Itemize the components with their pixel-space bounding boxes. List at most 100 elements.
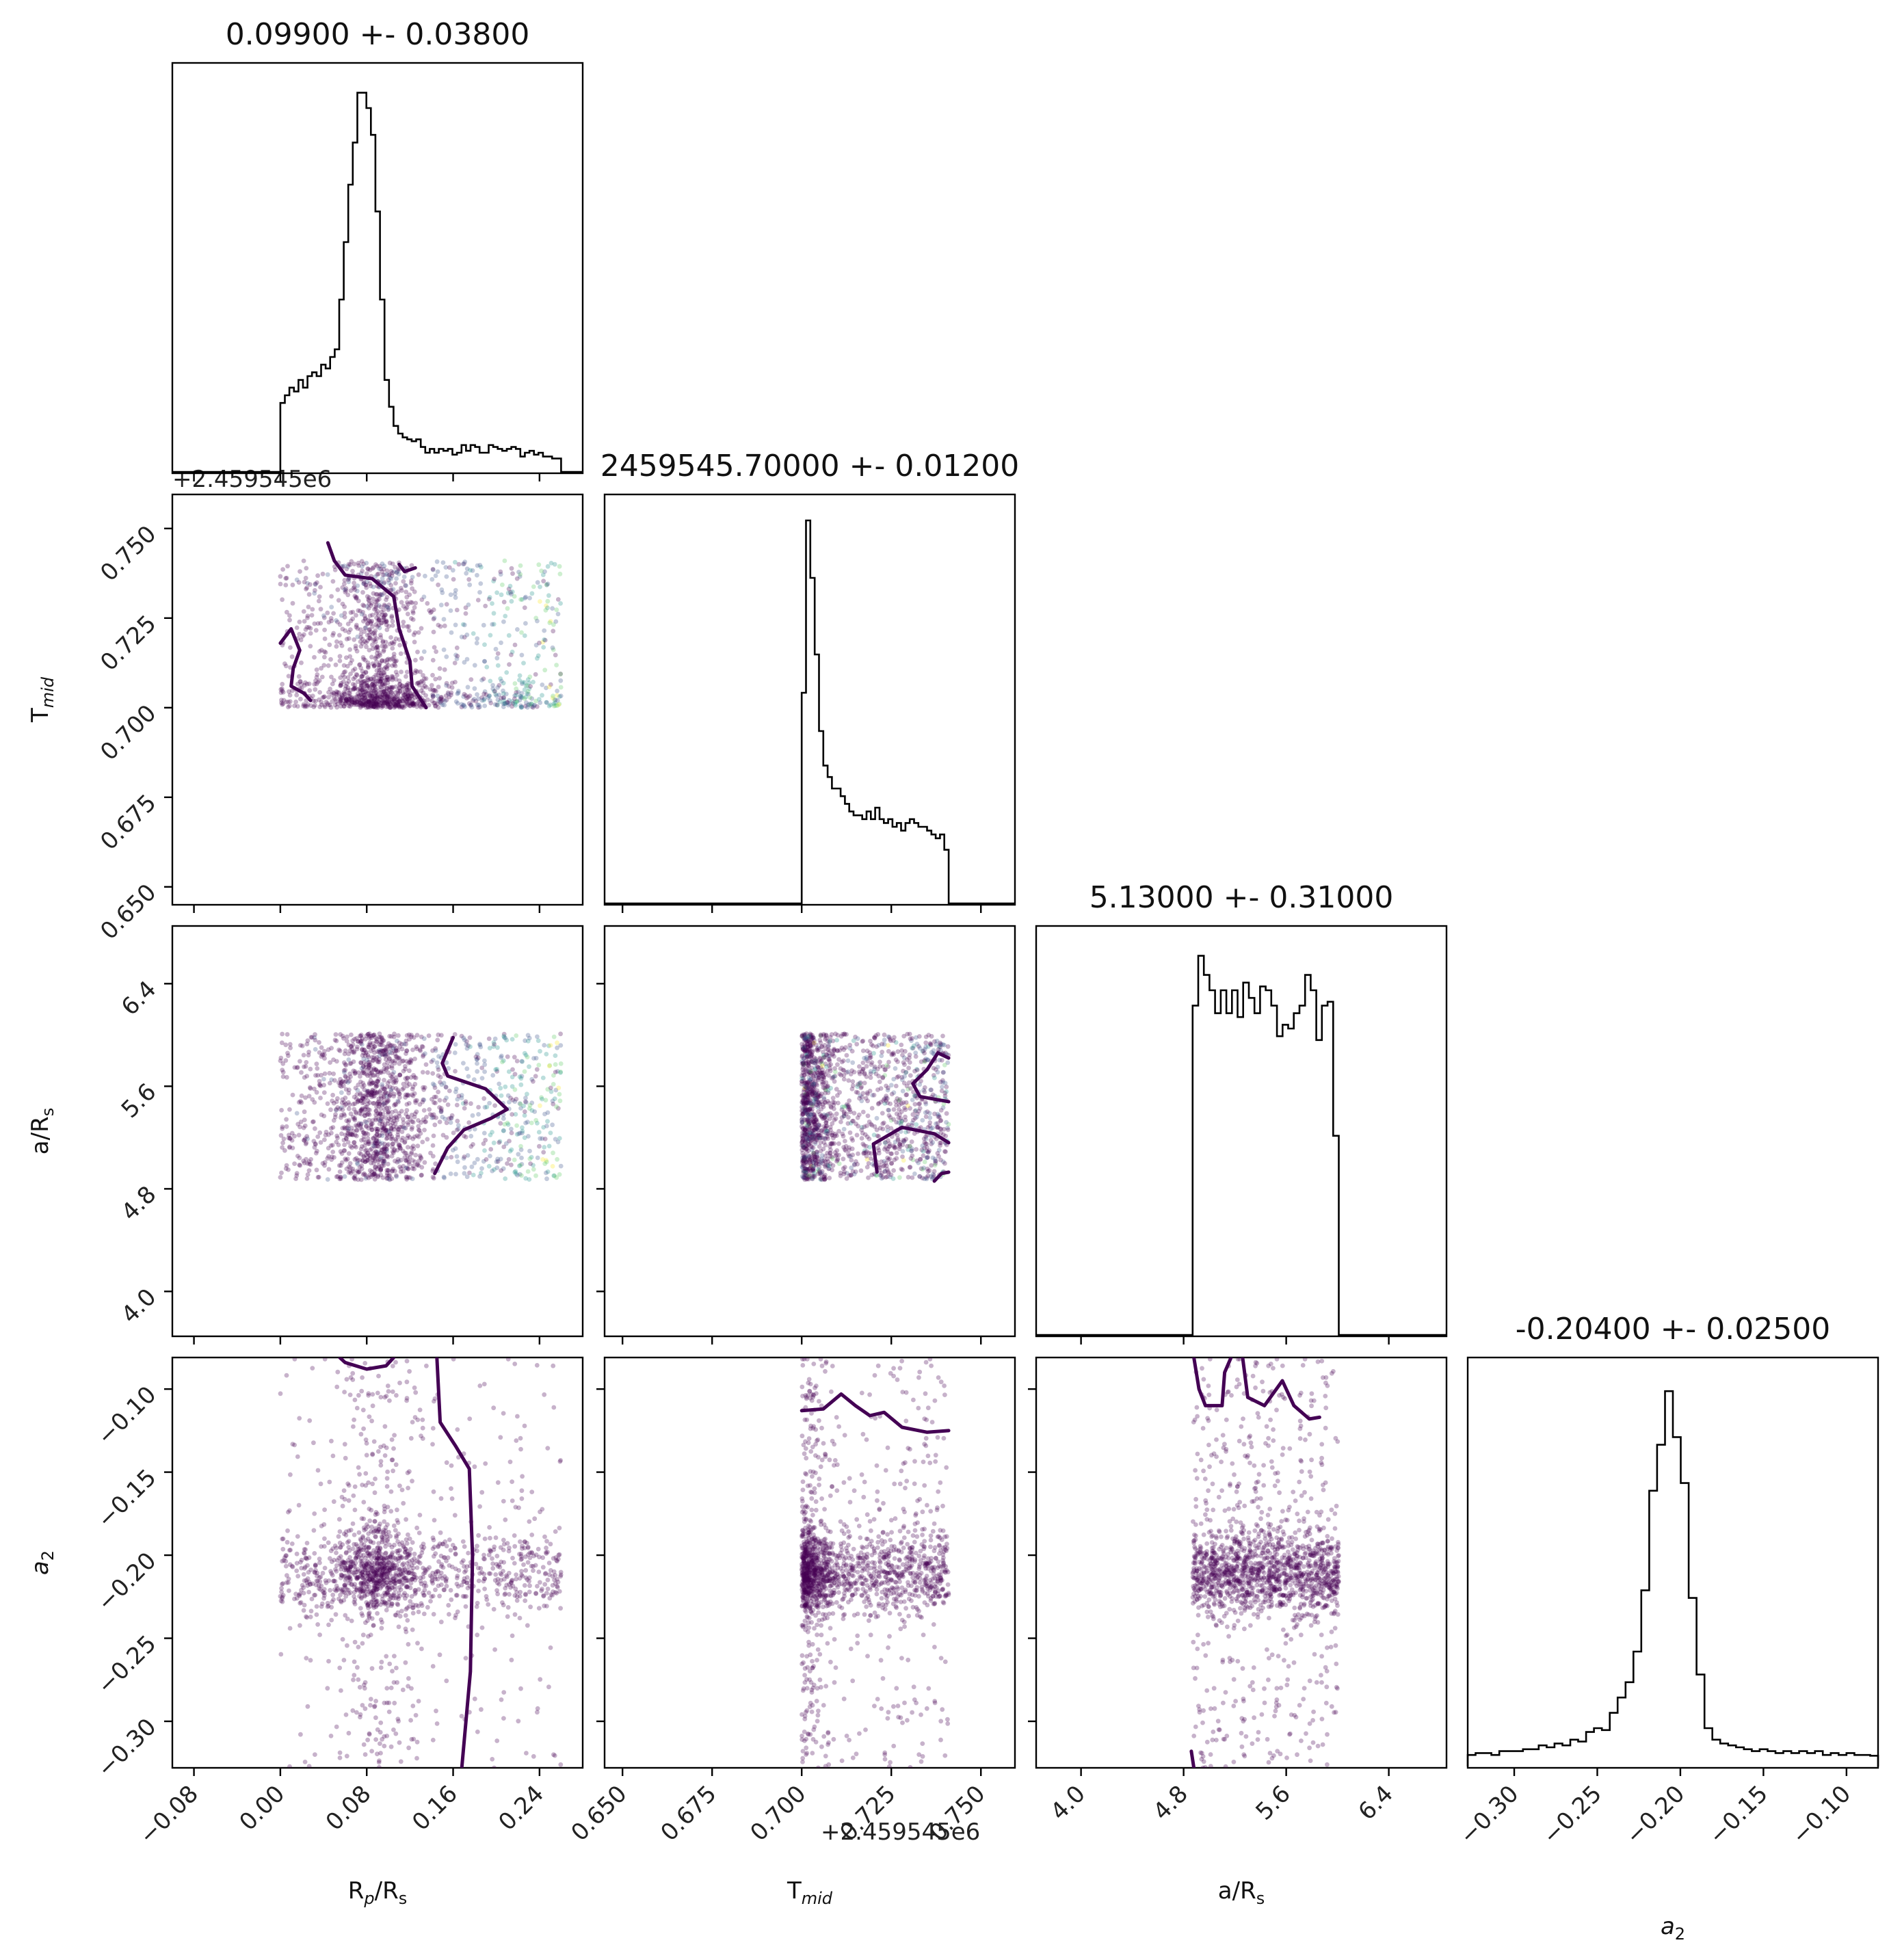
- sample-point: [412, 1111, 418, 1117]
- sample-point: [853, 1034, 858, 1039]
- sample-point: [370, 1088, 375, 1094]
- sample-point: [882, 1158, 887, 1164]
- sample-point: [421, 680, 426, 685]
- sample-point: [503, 613, 508, 619]
- sample-point: [525, 1033, 531, 1038]
- sample-point: [398, 585, 404, 591]
- sample-point: [823, 1172, 828, 1178]
- sample-point: [814, 1126, 819, 1131]
- sample-point: [399, 1137, 404, 1143]
- sample-point: [522, 1050, 527, 1056]
- sample-point: [800, 1120, 804, 1125]
- sample-point: [388, 702, 393, 706]
- sample-point: [880, 1126, 886, 1132]
- sample-point: [388, 1123, 393, 1128]
- sample-point: [352, 687, 358, 691]
- sample-point: [419, 678, 425, 684]
- sample-point: [410, 1094, 416, 1098]
- sample-point: [380, 1126, 386, 1131]
- sample-point: [447, 1088, 452, 1094]
- sample-point: [553, 1137, 558, 1142]
- sample-point: [817, 1069, 823, 1074]
- sample-point: [802, 1093, 807, 1098]
- sample-point: [823, 1061, 828, 1067]
- sample-point: [862, 1072, 867, 1077]
- sample-point: [389, 1169, 395, 1174]
- sample-point: [901, 1060, 906, 1065]
- sample-point: [365, 1158, 370, 1163]
- sample-point: [548, 1043, 553, 1048]
- sample-point: [315, 580, 319, 585]
- sample-point: [370, 1045, 375, 1050]
- sample-point: [472, 1161, 477, 1165]
- sample-point: [810, 1043, 815, 1048]
- sample-point: [373, 678, 379, 684]
- sample-point: [806, 1034, 812, 1039]
- sample-point: [307, 688, 313, 693]
- sample-point: [505, 606, 510, 611]
- sample-point: [397, 1057, 402, 1062]
- sample-point: [397, 1143, 402, 1148]
- sample-point: [804, 1052, 810, 1057]
- sample-point: [366, 1091, 371, 1096]
- sample-point: [345, 1076, 351, 1081]
- sample-point: [897, 1144, 903, 1149]
- sample-point: [319, 648, 324, 653]
- sample-point: [410, 1125, 414, 1130]
- sample-point: [819, 1061, 825, 1066]
- sample-point: [899, 1077, 905, 1083]
- sample-point: [367, 1071, 373, 1076]
- sample-point: [334, 692, 339, 698]
- sample-point: [486, 1571, 492, 1576]
- sample-point: [814, 1161, 819, 1167]
- sample-point: [432, 1122, 438, 1128]
- sample-point: [383, 613, 388, 618]
- sample-point: [375, 1100, 380, 1105]
- sample-point: [369, 621, 373, 626]
- sample-point: [386, 699, 391, 704]
- sample-point: [386, 704, 391, 709]
- sample-point: [371, 1154, 376, 1158]
- sample-point: [369, 1174, 373, 1179]
- sample-point: [286, 700, 291, 704]
- sample-point: [512, 642, 518, 648]
- sample-point: [529, 702, 534, 707]
- sample-point: [386, 624, 391, 629]
- sample-point: [813, 1163, 819, 1168]
- sample-point: [366, 1141, 371, 1146]
- sample-point: [325, 572, 330, 577]
- sample-point: [312, 1035, 317, 1040]
- sample-point: [507, 1139, 512, 1143]
- sample-point: [394, 694, 399, 700]
- sample-point: [815, 1126, 819, 1131]
- sample-point: [326, 1167, 332, 1172]
- sample-point: [475, 1055, 481, 1061]
- sample-point: [365, 1067, 370, 1072]
- sample-point: [812, 1113, 817, 1117]
- sample-point: [860, 1060, 866, 1065]
- sample-point: [407, 1059, 412, 1065]
- sample-point: [404, 683, 409, 688]
- sample-point: [369, 1035, 374, 1041]
- sample-point: [357, 1165, 362, 1170]
- sample-point: [818, 1033, 823, 1039]
- sample-point: [390, 1120, 395, 1126]
- sample-point: [367, 698, 372, 704]
- sample-point: [855, 1090, 860, 1095]
- sample-point: [382, 681, 388, 687]
- sample-point: [531, 1163, 536, 1168]
- sample-point: [301, 609, 306, 614]
- sample-point: [889, 1151, 894, 1156]
- sample-point: [802, 1087, 806, 1092]
- sample-point: [406, 693, 411, 698]
- sample-point: [395, 1055, 401, 1060]
- sample-point: [922, 1059, 927, 1065]
- sample-point: [343, 698, 349, 704]
- sample-point: [412, 670, 418, 676]
- sample-point: [461, 1558, 466, 1563]
- sample-point: [334, 1107, 339, 1112]
- sample-point: [385, 1091, 391, 1096]
- sample-point: [421, 673, 425, 678]
- sample-point: [378, 633, 383, 637]
- sample-point: [364, 1585, 369, 1590]
